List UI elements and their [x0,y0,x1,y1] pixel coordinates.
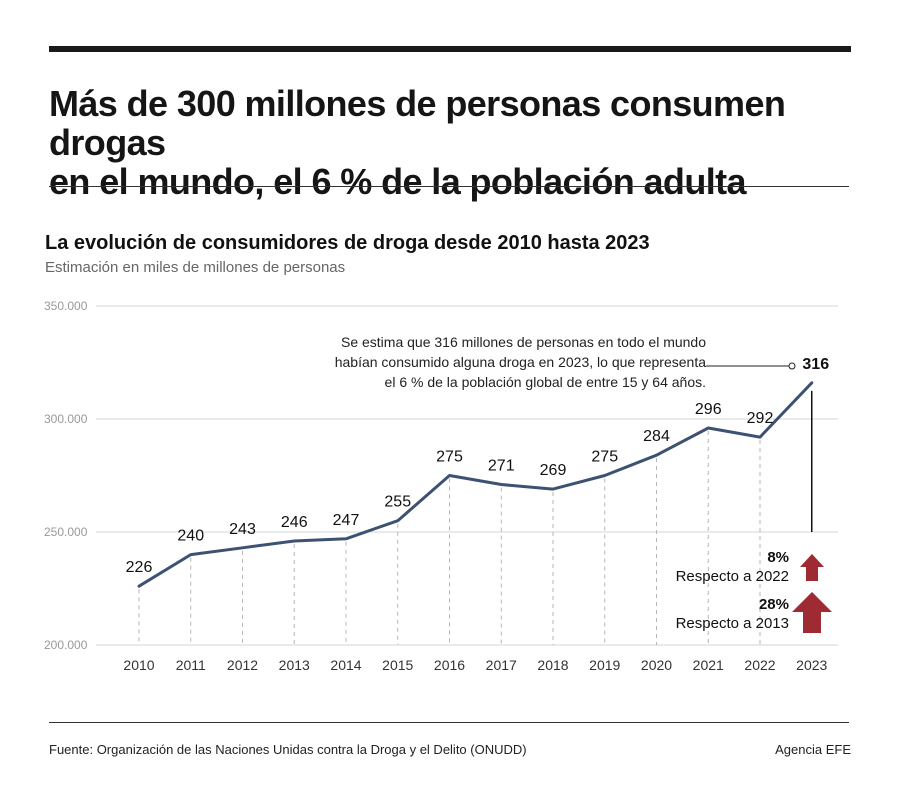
data-label: 284 [643,428,670,445]
gridlines [96,305,838,646]
series-line [137,381,814,588]
data-labels: 226 240 243 246 247 255 275 271 269 275 284 296 292 3… [126,356,830,576]
annotation: Se estima que 316 millones de personas e… [335,334,796,390]
x-tick-label: 2022 [744,657,775,673]
x-tick-label: 2015 [382,657,413,673]
data-label: 296 [695,401,722,418]
x-tick-label: 2012 [227,657,258,673]
data-label: 316 [802,356,829,373]
change-value-2013: 28% [759,596,789,613]
headline-line-1: Más de 300 millones de personas consumen… [49,83,786,163]
data-label: 255 [384,494,411,511]
data-label: 269 [540,462,567,479]
y-tick-label: 200.000 [44,638,88,652]
change-summary: 8% Respecto a 2022 28% Respecto a 2013 [676,549,832,633]
up-arrow-icon [792,592,832,633]
data-label: 275 [436,449,463,466]
x-tick-label: 2010 [123,657,154,673]
headline-rule [49,186,849,187]
x-tick-label: 2020 [641,657,672,673]
x-tick-label: 2014 [330,657,361,673]
data-label: 243 [229,521,256,538]
x-axis-ticks: 2010 2011 2012 2013 2014 2015 2016 2017 2018 2019… [123,657,827,673]
headline-line-2: en el mundo, el 6 % de la población adul… [49,161,747,202]
drop-lines [138,390,813,645]
x-tick-label: 2016 [434,657,465,673]
y-axis-ticks: 200.000 250.000 300.000 350.000 [44,299,88,652]
up-arrow-icon [800,554,824,581]
x-tick-label: 2011 [176,657,206,673]
x-tick-label: 2013 [279,657,310,673]
chart-subtitle: Estimación en miles de millones de perso… [45,259,346,276]
series [137,381,814,588]
annotation-line-1: Se estima que 316 millones de personas e… [341,334,706,350]
y-tick-label: 250.000 [44,525,88,539]
x-tick-label: 2023 [796,657,827,673]
data-label: 292 [747,410,774,427]
data-label: 226 [126,559,153,576]
data-label: 240 [177,528,204,545]
x-tick-label: 2021 [693,657,724,673]
change-value-2022: 8% [767,549,789,566]
annotation-marker [788,362,796,370]
source-note: Fuente: Organización de las Naciones Uni… [49,742,527,757]
change-label-2022: Respecto a 2022 [676,568,789,585]
data-label: 271 [488,458,515,475]
change-label-2013: Respecto a 2013 [676,615,789,632]
chart-title: La evolución de consumidores de droga de… [45,232,650,254]
y-tick-label: 300.000 [44,412,88,426]
data-label: 246 [281,514,308,531]
bottom-rule [49,722,849,723]
data-label: 275 [591,449,618,466]
data-label: 247 [333,512,360,529]
annotation-line-3: el 6 % de la población global de entre 1… [385,374,706,390]
agency-credit: Agencia EFE [775,742,851,757]
x-tick-label: 2019 [589,657,620,673]
y-tick-label: 350.000 [44,299,88,313]
x-tick-label: 2018 [537,657,568,673]
top-rule [49,46,851,52]
x-tick-label: 2017 [486,657,517,673]
annotation-line-2: habían consumido alguna droga en 2023, l… [335,354,706,370]
headline: Más de 300 millones de personas consumen… [49,84,859,201]
